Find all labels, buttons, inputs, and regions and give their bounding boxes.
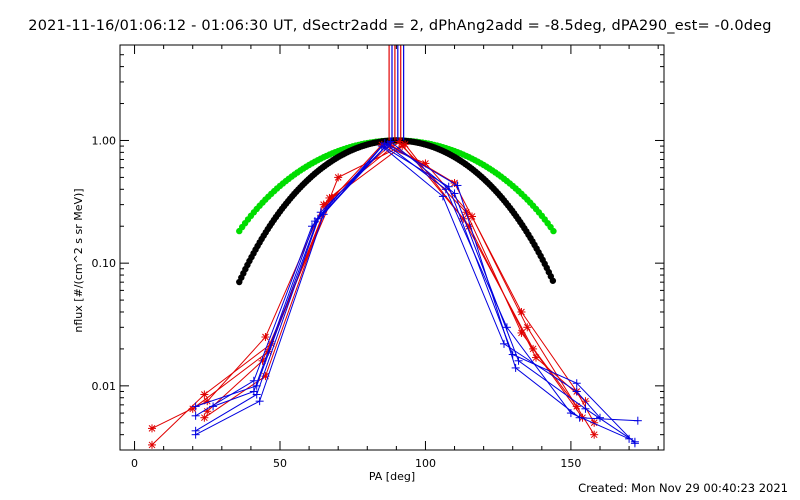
- plus-marker: [596, 413, 604, 422]
- plus-marker: [209, 402, 218, 411]
- y-tick-label: 0.01: [92, 380, 117, 393]
- plus-marker: [572, 379, 581, 388]
- plus-marker: [377, 142, 386, 151]
- plus-marker: [625, 434, 634, 443]
- asterisk-marker: [334, 173, 343, 182]
- asterisk-marker: [200, 390, 209, 399]
- data-series-9: [191, 139, 634, 443]
- plus-marker: [566, 409, 575, 418]
- series-line: [192, 143, 586, 410]
- asterisk-marker: [148, 424, 156, 433]
- plus-marker: [572, 387, 581, 396]
- x-tick-label: 0: [131, 457, 138, 470]
- series-line: [195, 140, 636, 443]
- asterisk-marker: [590, 418, 599, 427]
- x-tick-label: 150: [560, 457, 581, 470]
- model-curve-2: [236, 137, 557, 286]
- x-axis-title: PA [deg]: [369, 470, 415, 483]
- plus-marker: [453, 181, 462, 190]
- series-line: [212, 145, 601, 419]
- plus-marker: [511, 363, 520, 372]
- plus-marker: [502, 323, 511, 332]
- series-line: [195, 143, 638, 422]
- model-point: [550, 227, 557, 235]
- series-line: [206, 145, 578, 412]
- x-tick-label: 50: [273, 457, 287, 470]
- plus-marker: [310, 217, 319, 226]
- asterisk-marker: [261, 333, 270, 342]
- plus-marker: [450, 189, 459, 198]
- y-axis-title: nflux [#/(cm^2 s sr MeV)]: [72, 188, 85, 332]
- plus-marker: [441, 185, 450, 194]
- plus-marker: [581, 404, 590, 413]
- page-title: 2021-11-16/01:06:12 - 01:06:30 UT, dSect…: [28, 18, 772, 34]
- plus-marker: [255, 397, 264, 406]
- x-tick-label: 100: [415, 457, 436, 470]
- y-tick-label: 0.10: [92, 257, 117, 270]
- asterisk-marker: [590, 430, 599, 439]
- asterisk-marker: [200, 413, 209, 422]
- plus-marker: [249, 387, 258, 396]
- plot-frame: [119, 44, 665, 451]
- asterisk-marker: [148, 440, 156, 449]
- plus-marker: [514, 356, 523, 365]
- plus-marker: [191, 411, 200, 420]
- data-series-3: [188, 140, 590, 413]
- created-timestamp: Created: Mon Nov 29 00:40:23 2021: [578, 481, 788, 495]
- vertical-markers: [388, 45, 405, 141]
- data-series-8: [191, 137, 639, 446]
- series-line: [195, 142, 630, 440]
- data-series-1: [148, 140, 599, 433]
- asterisk-marker: [398, 142, 407, 151]
- series-line: [151, 144, 595, 429]
- plus-marker: [438, 192, 447, 201]
- plus-marker: [633, 416, 642, 425]
- plus-marker: [386, 137, 395, 146]
- y-tick-label: 1.00: [92, 134, 117, 147]
- plus-marker: [508, 350, 517, 359]
- data-series-2: [148, 137, 587, 449]
- plus-marker: [630, 437, 639, 446]
- asterisk-marker: [468, 212, 476, 221]
- data-series-5: [200, 140, 599, 439]
- plus-marker: [249, 376, 258, 385]
- asterisk-marker: [517, 328, 526, 337]
- data-series-10: [209, 142, 604, 422]
- plus-marker: [191, 430, 200, 439]
- asterisk-marker: [523, 323, 532, 332]
- model-point: [549, 277, 557, 284]
- plus-marker: [500, 339, 508, 348]
- plus-marker: [191, 402, 200, 411]
- asterisk-marker: [532, 353, 540, 362]
